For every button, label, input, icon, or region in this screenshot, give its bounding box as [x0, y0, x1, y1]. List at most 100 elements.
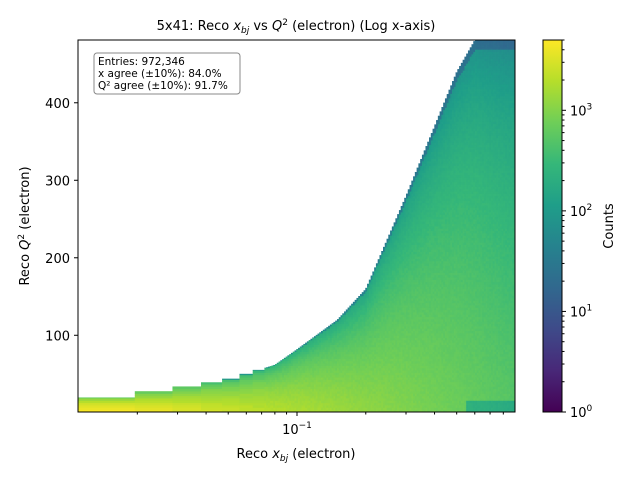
heatmap-cell	[264, 402, 267, 406]
heatmap-cell	[317, 388, 320, 392]
heatmap-cell	[267, 391, 271, 394]
heatmap-cell	[344, 321, 347, 325]
heatmap-cell	[386, 353, 389, 357]
heatmap-cell	[310, 342, 313, 345]
heatmap-cell	[398, 242, 402, 245]
heatmap-cell	[374, 374, 377, 378]
heatmap-cell	[365, 291, 368, 294]
heatmap-cell	[388, 314, 391, 318]
heatmap-cell	[374, 405, 377, 408]
heatmap-cell	[306, 344, 310, 348]
heatmap-cell	[359, 363, 363, 366]
heatmap-cell	[299, 393, 302, 397]
heatmap-cell	[328, 370, 331, 373]
heatmap-cell	[359, 409, 363, 413]
heatmap-cell	[354, 386, 357, 390]
heatmap-cell	[358, 356, 361, 359]
heatmap-cell	[397, 267, 400, 271]
heatmap-cell	[331, 332, 334, 336]
heatmap-cell	[306, 358, 310, 362]
heatmap-cell	[306, 407, 310, 411]
heatmap-cell	[379, 321, 382, 325]
heatmap-cell	[377, 277, 380, 280]
heatmap-cell	[222, 381, 240, 385]
heatmap-cell	[358, 386, 361, 390]
heatmap-cell	[321, 395, 324, 399]
heatmap-cell	[388, 393, 391, 397]
heatmap-cell	[397, 407, 400, 411]
heatmap-cell	[368, 367, 372, 371]
heatmap-cell	[315, 391, 318, 394]
heatmap-cell	[372, 358, 375, 362]
heatmap-cell	[134, 407, 173, 411]
heatmap-cell	[328, 381, 331, 385]
heatmap-cell	[283, 357, 287, 359]
heatmap-cell	[290, 407, 294, 411]
heatmap-cell	[305, 346, 308, 350]
heatmap-cell	[363, 291, 366, 294]
heatmap-cell	[398, 232, 402, 236]
heatmap-cell	[368, 321, 372, 325]
heatmap-cell	[321, 365, 324, 369]
heatmap-cell	[388, 279, 391, 283]
heatmap-cell	[397, 319, 400, 322]
heatmap-cell	[340, 342, 343, 345]
heatmap-cell	[326, 386, 329, 390]
heatmap-cell	[342, 372, 345, 376]
heatmap-cell	[368, 309, 372, 313]
heatmap-cell	[289, 409, 292, 413]
heatmap-cell	[344, 377, 347, 380]
heatmap-cell	[383, 270, 386, 273]
heatmap-cell	[395, 302, 398, 306]
heatmap-cell	[340, 405, 343, 408]
heatmap-cell	[340, 316, 343, 320]
heatmap-cell	[359, 302, 363, 306]
heatmap-cell	[381, 325, 384, 329]
heatmap-cell	[301, 409, 304, 413]
heatmap-cell	[271, 367, 274, 371]
heatmap-cell	[333, 379, 336, 383]
heatmap-cell	[390, 388, 393, 392]
heatmap-cell	[351, 325, 354, 329]
heatmap-cell	[363, 360, 366, 364]
heatmap-cell	[391, 328, 395, 332]
heatmap-cell	[388, 349, 391, 352]
heatmap-cell	[326, 342, 329, 345]
heatmap-cell	[393, 379, 396, 383]
heatmap-cell	[252, 409, 265, 413]
heatmap-cell	[358, 298, 361, 301]
heatmap-cell	[361, 309, 364, 313]
heatmap-cell	[347, 316, 350, 320]
heatmap-cell	[379, 312, 382, 315]
heatmap-cell	[375, 274, 379, 278]
heatmap-cell	[317, 349, 320, 352]
heatmap-cell	[386, 323, 389, 327]
heatmap-cell	[344, 332, 347, 336]
heatmap-cell	[377, 356, 380, 359]
heatmap-cell	[391, 351, 395, 355]
heatmap-cell	[345, 321, 348, 325]
heatmap-cell	[379, 260, 382, 264]
heatmap-cell	[354, 400, 357, 404]
heatmap-cell	[310, 374, 313, 378]
heatmap-cell	[370, 319, 373, 322]
heatmap-cell	[305, 381, 308, 385]
heatmap-cell	[374, 305, 377, 308]
heatmap-cell	[359, 367, 363, 371]
heatmap-cell	[398, 337, 402, 341]
heatmap-cell	[397, 360, 400, 364]
heatmap-cell	[303, 367, 306, 371]
heatmap-cell	[359, 307, 363, 311]
heatmap-cell	[386, 316, 389, 320]
heatmap-cell	[359, 391, 363, 394]
heatmap-cell	[368, 298, 372, 301]
heatmap-cell	[305, 409, 308, 413]
heatmap-cell	[310, 363, 313, 366]
heatmap-cell	[317, 356, 320, 359]
heatmap-cell	[322, 330, 325, 334]
heatmap-cell	[384, 249, 387, 252]
heatmap-cell	[276, 393, 279, 397]
heatmap-cell	[370, 353, 373, 357]
heatmap-cell	[352, 312, 356, 315]
heatmap-cell	[267, 395, 271, 399]
